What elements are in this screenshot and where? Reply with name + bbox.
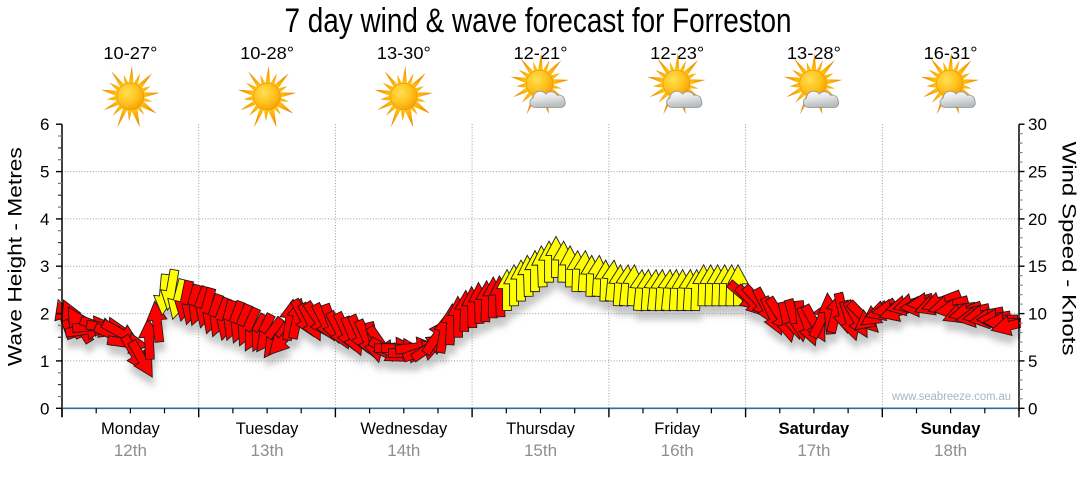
svg-text:13th: 13th	[251, 441, 284, 460]
svg-text:Wednesday: Wednesday	[360, 420, 448, 438]
svg-text:20: 20	[1028, 210, 1047, 229]
svg-text:3: 3	[40, 257, 49, 276]
svg-text:5: 5	[1028, 352, 1037, 371]
svg-text:15th: 15th	[524, 441, 557, 460]
svg-text:15: 15	[1028, 257, 1047, 276]
svg-text:4: 4	[40, 210, 49, 229]
svg-text:12-21°: 12-21°	[514, 43, 568, 63]
svg-text:www.seabreeze.com.au: www.seabreeze.com.au	[891, 391, 1011, 403]
svg-text:12th: 12th	[114, 441, 147, 460]
svg-text:Monday: Monday	[101, 420, 160, 438]
svg-text:17th: 17th	[797, 441, 830, 460]
svg-text:0: 0	[40, 399, 49, 418]
svg-text:10-27°: 10-27°	[103, 43, 157, 63]
svg-text:6: 6	[40, 115, 49, 134]
svg-text:16-31°: 16-31°	[924, 43, 978, 63]
svg-text:16th: 16th	[661, 441, 694, 460]
svg-text:14th: 14th	[387, 441, 420, 460]
svg-text:2: 2	[40, 305, 49, 324]
svg-text:Sunday: Sunday	[921, 420, 981, 438]
svg-text:12-23°: 12-23°	[650, 43, 704, 63]
svg-text:5: 5	[40, 163, 49, 182]
svg-text:Wind Speed - Knots: Wind Speed - Knots	[1058, 142, 1080, 356]
svg-text:10: 10	[1028, 305, 1047, 324]
svg-text:Tuesday: Tuesday	[236, 420, 299, 438]
svg-text:25: 25	[1028, 163, 1047, 182]
svg-text:13-30°: 13-30°	[377, 43, 431, 63]
svg-text:30: 30	[1028, 115, 1047, 134]
svg-text:Friday: Friday	[654, 420, 701, 438]
svg-text:Thursday: Thursday	[506, 420, 576, 438]
svg-text:Wave Height - Metres: Wave Height - Metres	[4, 147, 26, 366]
svg-text:10-28°: 10-28°	[240, 43, 294, 63]
svg-text:13-28°: 13-28°	[787, 43, 841, 63]
svg-text:7 day wind & wave forecast for: 7 day wind & wave forecast for Forreston	[285, 2, 792, 40]
svg-text:1: 1	[40, 352, 49, 371]
svg-text:0: 0	[1028, 399, 1037, 418]
svg-text:18th: 18th	[934, 441, 967, 460]
svg-text:Saturday: Saturday	[779, 420, 850, 438]
